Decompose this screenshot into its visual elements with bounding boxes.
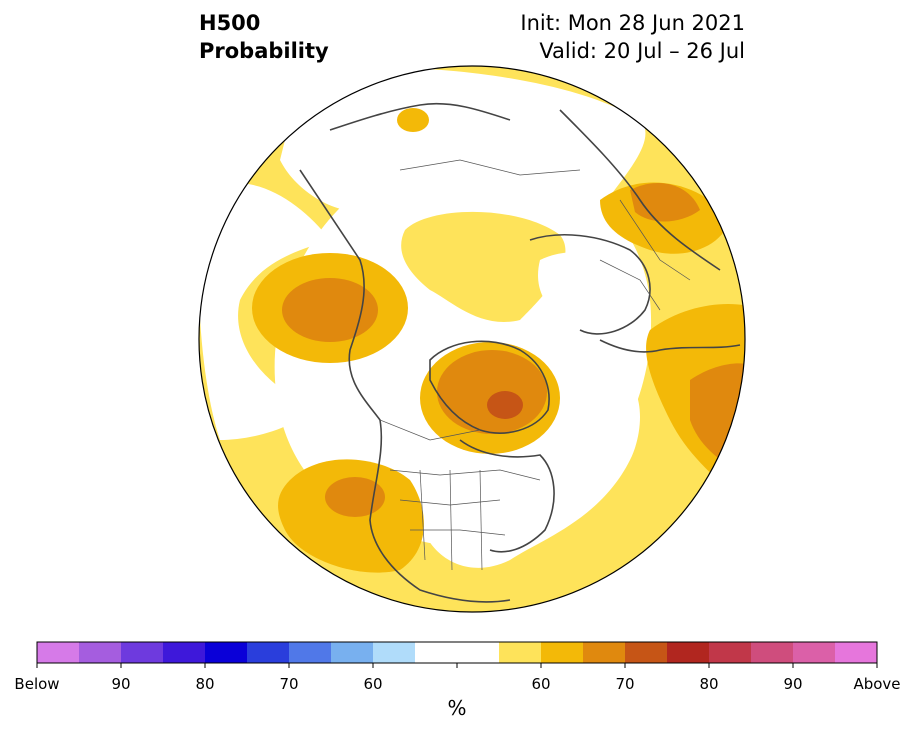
- blob-top-60: [397, 108, 429, 132]
- colorbar-tick-label: 80: [699, 675, 719, 693]
- colorbar-cell: [415, 642, 458, 663]
- colorbar-cell: [247, 642, 290, 663]
- colorbar-cell: [541, 642, 584, 663]
- colorbar-tick-label: Above: [853, 675, 901, 693]
- white-region-west: [199, 183, 330, 440]
- colorbar-cell: [709, 642, 752, 663]
- colorbar-cell: [667, 642, 710, 663]
- colorbar-cell: [331, 642, 374, 663]
- colorbar-tick-label: 80: [195, 675, 215, 693]
- colorbar-cell: [793, 642, 836, 663]
- blob-scandinavia-70: [630, 182, 700, 222]
- colorbar-tick-label: 60: [363, 675, 383, 693]
- probability-field: [199, 66, 745, 612]
- colorbar-cells: [37, 642, 878, 663]
- borders: [379, 159, 691, 571]
- white-region-south: [420, 376, 640, 568]
- colorbar-cell: [205, 642, 248, 663]
- colorbar-ticks: [36, 663, 878, 668]
- colorbar-cell: [37, 642, 80, 663]
- colorbar-tick-label: 70: [615, 675, 635, 693]
- colorbar-tick-label: 70: [279, 675, 299, 693]
- colorbar-cell: [625, 642, 668, 663]
- init-date-label: Init: Mon 28 Jun 2021: [520, 11, 745, 35]
- colorbar-cell: [121, 642, 164, 663]
- map-title: H500 Probability: [199, 9, 329, 65]
- colorbar-tick-label: Below: [14, 675, 60, 693]
- forecast-dates: Init: Mon 28 Jun 2021 Valid: 20 Jul – 26…: [520, 9, 745, 65]
- colorbar-cell: [373, 642, 416, 663]
- colorbar-tick-label: 60: [531, 675, 551, 693]
- colorbar-cell: [289, 642, 332, 663]
- colorbar-cell: [751, 642, 794, 663]
- colorbar: [36, 641, 878, 668]
- colorbar-cell: [835, 642, 878, 663]
- colorbar-tick-label: 90: [783, 675, 803, 693]
- colorbar-tick-label: 90: [111, 675, 131, 693]
- colorbar-cell: [583, 642, 626, 663]
- valid-range-label: Valid: 20 Jul – 26 Jul: [539, 39, 745, 63]
- white-region-europe: [538, 252, 650, 336]
- blob-usa-70: [325, 477, 385, 517]
- globe-boundary: [198, 65, 746, 613]
- title-variable: H500: [199, 11, 261, 35]
- white-region-north: [280, 68, 646, 213]
- blob-arctic: [401, 211, 566, 323]
- polar-map: [198, 65, 746, 613]
- colorbar-unit: %: [447, 696, 467, 720]
- colorbar-cell: [457, 642, 500, 663]
- title-product: Probability: [199, 39, 329, 63]
- blob-greenland-80: [487, 391, 523, 419]
- blob-pacific-70: [282, 278, 378, 342]
- colorbar-cell: [499, 642, 542, 663]
- colorbar-cell: [79, 642, 122, 663]
- colorbar-cell: [163, 642, 206, 663]
